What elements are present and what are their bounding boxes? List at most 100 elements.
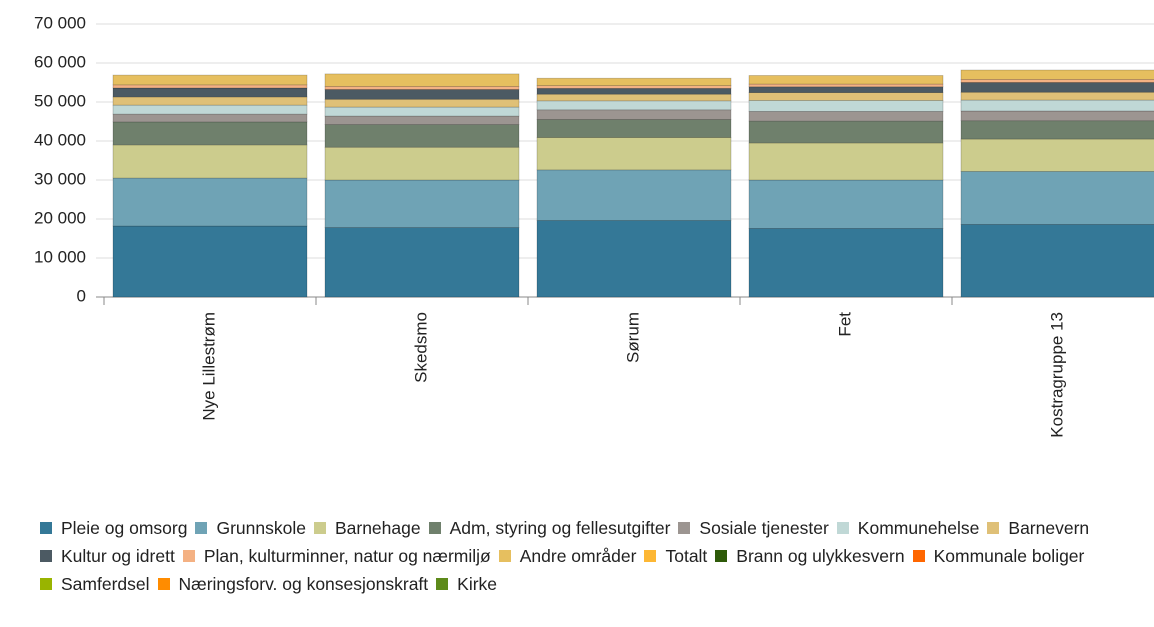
- bar-segment: [536, 100, 732, 111]
- bar-segment: [112, 121, 308, 146]
- legend-swatch: [195, 522, 208, 534]
- legend-swatch: [644, 550, 657, 562]
- bar-segment: [960, 69, 1154, 80]
- legend-swatch: [40, 578, 52, 590]
- bar-segment: [112, 96, 308, 106]
- legend-item[interactable]: Kommunale boliger: [912, 542, 1085, 570]
- legend-swatch: [182, 550, 195, 562]
- legend-swatch: [428, 522, 441, 534]
- legend-item[interactable]: Kultur og idrett: [40, 542, 175, 570]
- bar-segment: [960, 110, 1154, 122]
- bar-segment: [112, 177, 308, 227]
- legend-item[interactable]: Barnehage: [313, 514, 421, 542]
- legend-swatch: [498, 550, 511, 562]
- bar-segment: [324, 115, 520, 125]
- legend-swatch: [715, 550, 728, 562]
- bar-segment: [960, 79, 1154, 83]
- bar-segment: [324, 179, 520, 228]
- legend-item[interactable]: Totalt: [644, 542, 707, 570]
- y-tick-label: 60 000: [34, 52, 86, 71]
- legend-label: Sosiale tjenester: [699, 518, 829, 538]
- legend-item[interactable]: Kirke: [436, 570, 497, 598]
- legend-label: Grunnskole: [216, 518, 306, 538]
- bar-segment: [112, 74, 308, 86]
- bar-segment: [960, 171, 1154, 225]
- legend-swatch: [678, 522, 691, 534]
- bar-segment: [960, 138, 1154, 172]
- bar-segment: [748, 179, 944, 229]
- legend-item[interactable]: Sosiale tjenester: [678, 514, 829, 542]
- y-tick-label: 50 000: [34, 91, 86, 110]
- legend-swatch: [912, 550, 925, 562]
- bar-segment: [112, 144, 308, 179]
- x-tick-label: Nye Lillestrøm: [199, 312, 218, 421]
- bar-segment: [748, 83, 944, 88]
- y-tick-label: 10 000: [34, 247, 86, 266]
- legend-item[interactable]: Plan, kulturminner, natur og nærmiljø: [182, 542, 491, 570]
- legend-label: Totalt: [665, 546, 708, 566]
- x-tick-label: Kostragruppe 13: [1047, 312, 1066, 438]
- legend-item[interactable]: Kommunehelse: [836, 514, 980, 542]
- legend-swatch: [436, 578, 449, 590]
- legend-item[interactable]: Brann og ulykkesvern: [715, 542, 905, 570]
- bar-segment: [748, 75, 944, 85]
- legend: Pleie og omsorg Grunnskole Barnehage Adm, s…: [40, 514, 1150, 598]
- bar-segment: [324, 98, 520, 108]
- bar-segment: [536, 169, 732, 221]
- legend-item[interactable]: Barnevern: [987, 514, 1089, 542]
- legend-label: Kultur og idrett: [61, 546, 175, 566]
- bar-segment: [536, 93, 732, 102]
- bar-segment: [960, 82, 1154, 93]
- bar-segment: [748, 111, 944, 122]
- bar-segment: [324, 227, 520, 298]
- bar-segment: [748, 92, 944, 101]
- bar-segment: [324, 146, 520, 181]
- bar-segment: [748, 86, 944, 93]
- bar-segment: [536, 87, 732, 95]
- legend-item[interactable]: Næringsforv. og konsesjonskraft: [157, 570, 429, 598]
- legend-label: Kommunehelse: [857, 518, 980, 538]
- y-tick-label: 30 000: [34, 169, 86, 188]
- legend-label: Kirke: [457, 574, 498, 594]
- legend-label: Brann og ulykkesvern: [736, 546, 905, 566]
- bar-segment: [324, 73, 520, 87]
- bar-segment: [960, 91, 1154, 101]
- bar-segment: [112, 113, 308, 123]
- legend-swatch: [836, 522, 849, 534]
- chart: 0 10 000 20 000 30 000 40 000 50 000 60 000 70 …: [34, 13, 1154, 438]
- legend-label: Pleie og omsorg: [61, 518, 188, 538]
- bar-segment: [112, 87, 308, 98]
- bar-segment: [324, 89, 520, 100]
- bar-segment: [960, 99, 1154, 112]
- bar-segment: [536, 220, 732, 298]
- bar-segment: [112, 104, 308, 115]
- legend-item[interactable]: Samferdsel: [40, 570, 150, 598]
- y-tick-label: 0: [77, 286, 86, 305]
- legend-item[interactable]: Pleie og omsorg: [40, 514, 187, 542]
- bar-segment: [536, 109, 732, 120]
- bar-segment: [536, 85, 732, 89]
- legend-label: Barnevern: [1008, 518, 1090, 538]
- bar-segment: [536, 119, 732, 138]
- legend-swatch: [313, 522, 326, 534]
- bar-segment: [112, 225, 308, 298]
- legend-label: Plan, kulturminner, natur og nærmiljø: [203, 546, 491, 566]
- legend-label: Samferdsel: [61, 574, 150, 594]
- bar-segment: [748, 100, 944, 112]
- legend-item[interactable]: Grunnskole: [195, 514, 306, 542]
- legend-label: Andre områder: [519, 546, 637, 566]
- legend-swatch: [40, 522, 52, 534]
- x-tick-label: Sørum: [623, 312, 642, 363]
- y-tick-label: 40 000: [34, 130, 86, 149]
- legend-label: Kommunale boliger: [933, 546, 1085, 566]
- legend-item[interactable]: Adm, styring og fellesutgifter: [428, 514, 671, 542]
- legend-item[interactable]: Andre områder: [498, 542, 637, 570]
- legend-label: Adm, styring og fellesutgifter: [449, 518, 671, 538]
- bar-segment: [748, 142, 944, 181]
- legend-swatch: [987, 522, 1000, 534]
- legend-label: Næringsforv. og konsesjonskraft: [178, 574, 429, 594]
- bar-segment: [748, 228, 944, 298]
- legend-swatch: [157, 578, 170, 590]
- legend-label: Barnehage: [334, 518, 421, 538]
